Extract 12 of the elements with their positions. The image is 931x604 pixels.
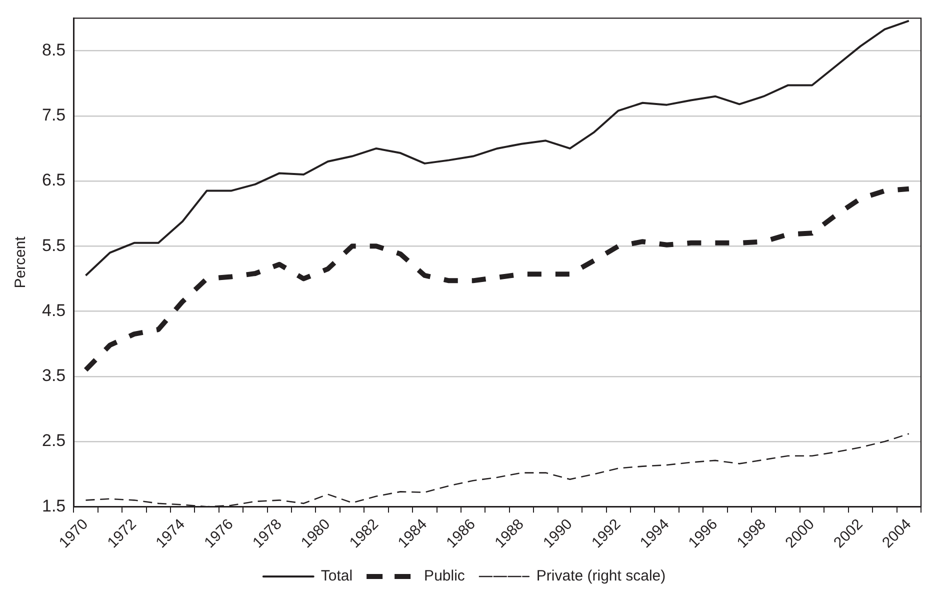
y-axis-title: Percent (12, 236, 30, 288)
legend-label: Public (424, 568, 466, 585)
y-tick-label: 3.5 (42, 366, 66, 386)
y-tick-label: 2.5 (42, 431, 66, 450)
y-tick-label: 4.5 (42, 300, 66, 320)
y-tick-label: 1.5 (42, 496, 66, 516)
legend-label: Total (320, 568, 353, 585)
y-tick-label: 5.5 (42, 236, 66, 255)
y-tick-label: 8.5 (42, 40, 66, 60)
y-tick-label: 6.5 (42, 170, 66, 190)
legend-label: Private (right scale) (536, 568, 666, 585)
y-tick-label: 7.5 (42, 106, 66, 125)
